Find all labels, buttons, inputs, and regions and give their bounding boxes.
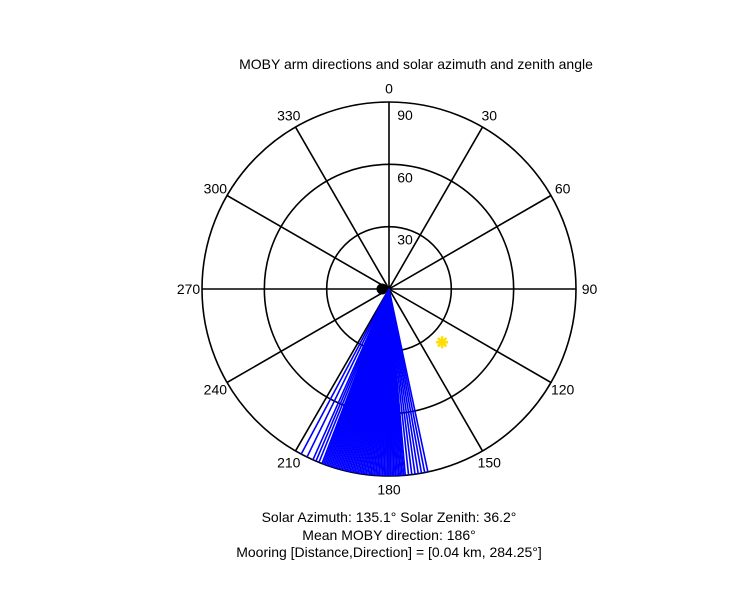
arm-direction-line: [312, 288, 390, 461]
angle-tick-0: 0: [385, 80, 393, 96]
arm-direction-line: [300, 288, 390, 455]
angle-tick-150: 150: [478, 455, 502, 471]
arm-directions: [300, 288, 429, 476]
angle-tick-30: 30: [481, 107, 497, 123]
radial-tick-30: 30: [397, 232, 413, 248]
arm-direction-line: [306, 288, 390, 458]
angle-tick-330: 330: [277, 107, 301, 123]
angle-tick-210: 210: [277, 455, 301, 471]
mooring-text: Mooring [Distance,Direction] = [0.04 km,…: [236, 544, 542, 560]
radial-tick-90: 90: [397, 107, 413, 123]
chart-title: MOBY arm directions and solar azimuth an…: [239, 56, 593, 72]
angle-tick-240: 240: [204, 381, 228, 397]
angle-tick-90: 90: [582, 281, 598, 297]
angle-tick-60: 60: [555, 181, 571, 197]
solar-info-text: Solar Azimuth: 135.1° Solar Zenith: 36.2…: [262, 509, 517, 525]
tick-labels: 0 30 60 90 120 150 180 210 240 270 300 330 30 60 90: [177, 80, 598, 497]
sun-core: [438, 338, 446, 346]
angle-tick-300: 300: [204, 181, 228, 197]
angle-tick-120: 120: [551, 381, 575, 397]
sun-marker: [436, 336, 449, 349]
angle-tick-270: 270: [177, 281, 201, 297]
mean-direction-text: Mean MOBY direction: 186°: [302, 527, 475, 543]
radial-tick-60: 60: [397, 169, 413, 185]
markers: [376, 283, 449, 349]
angle-tick-180: 180: [377, 482, 401, 498]
center-marker: [376, 283, 388, 295]
